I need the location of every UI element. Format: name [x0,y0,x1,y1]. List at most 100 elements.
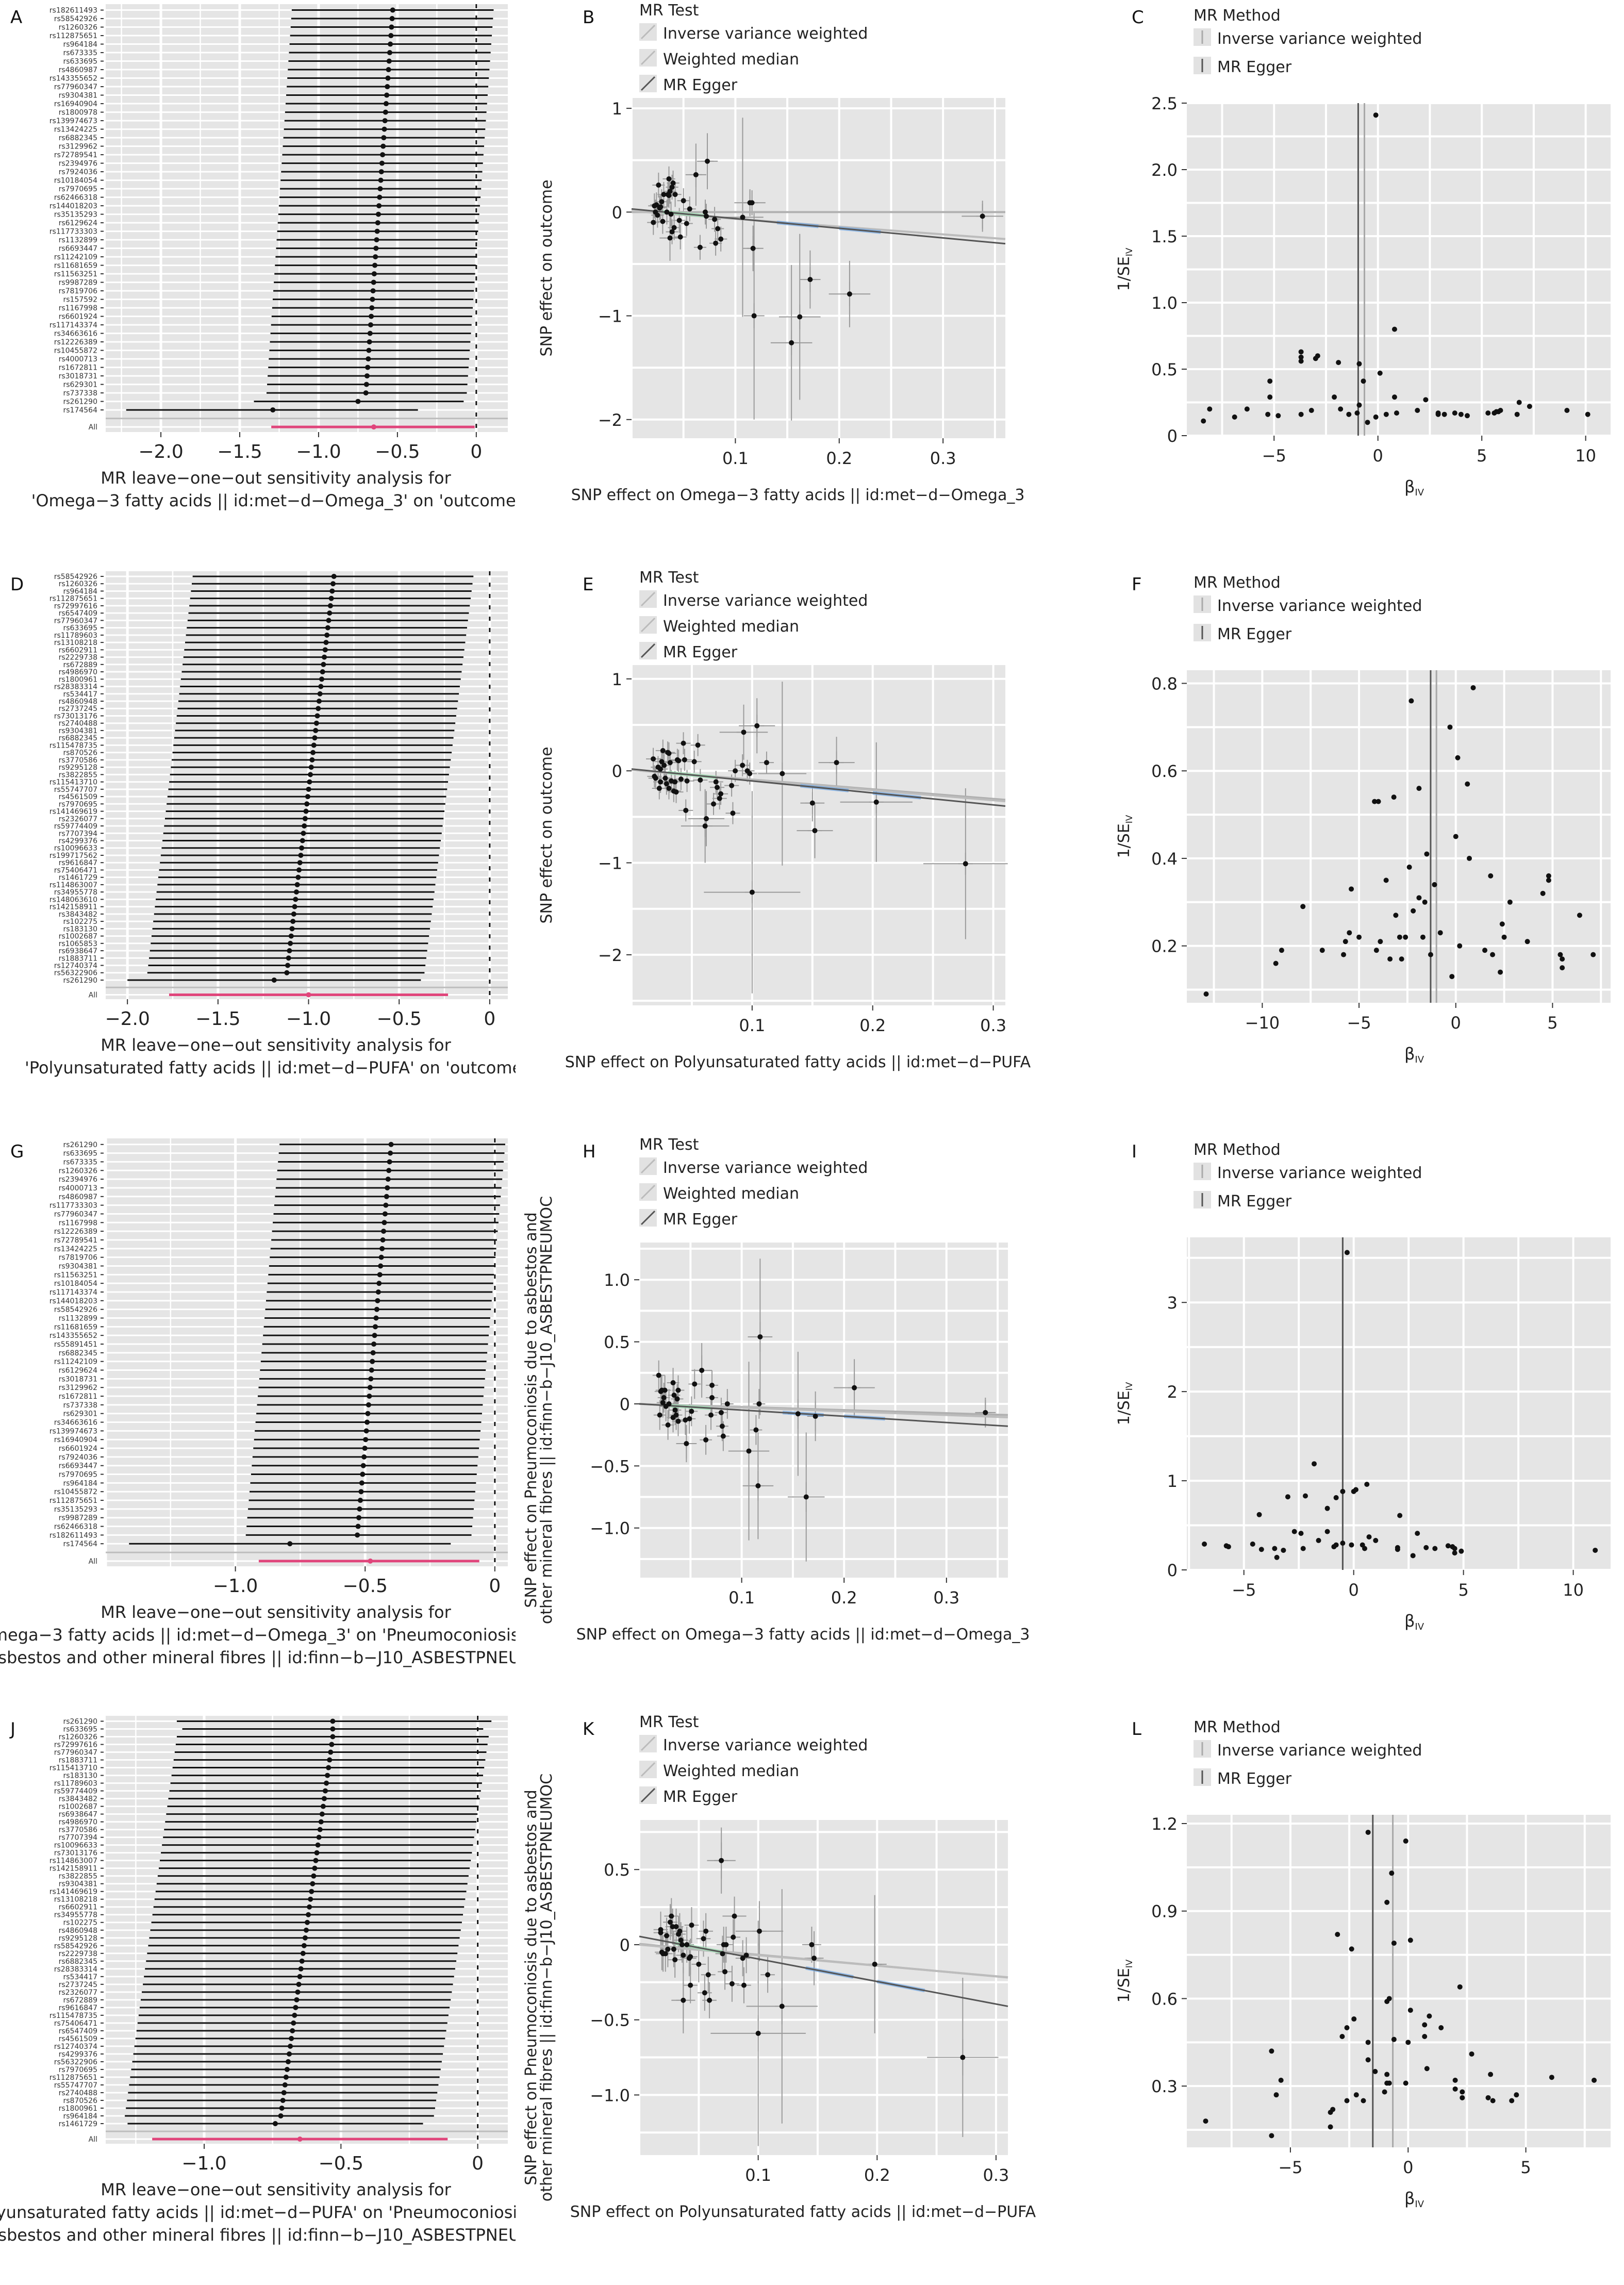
x-tick-label: −2.0 [105,1008,150,1030]
snp-point [655,212,660,218]
snp-label: rs1260326 [59,580,97,588]
snp-point [656,786,662,791]
x-axis-title: MR leave−one−out sensitivity analysis fo… [101,1602,451,1622]
snp-label: rs9295128 [59,1934,97,1943]
snp-point [709,1395,715,1400]
snp-label: rs3129962 [59,1384,97,1392]
snp-point [718,791,724,797]
legend-key-line [640,1787,656,1803]
snp-label: rs10184054 [54,177,97,185]
estimate-point [303,808,309,814]
x-tick-label: −1.0 [181,2153,226,2174]
mr-egger-line [639,1403,1008,1427]
estimate-point [376,1281,382,1286]
snp-point [1324,1529,1330,1534]
snp-point [1464,413,1470,419]
y-tick-label: 0.6 [1151,761,1178,781]
snp-label: rs34663616 [54,1419,97,1427]
snp-point [653,775,658,781]
legend-label: MR Egger [663,1788,738,1806]
snp-label: rs13108218 [54,639,97,647]
estimate-point [292,904,297,909]
x-tick-label: −1.5 [217,441,262,462]
estimate-point [374,1306,379,1312]
snp-point [673,789,679,795]
snp-point [695,742,701,748]
plot-background [632,665,1005,1005]
all-estimate-point [371,424,376,430]
snp-point [730,810,736,816]
x-tick-label: 5 [1547,1013,1557,1033]
x-tick-label: 0.1 [745,2165,771,2185]
estimate-point [388,33,394,39]
legend-label: Inverse variance weighted [1217,1164,1422,1182]
y-tick-label: −1.0 [590,1519,630,1538]
snp-point [667,1919,673,1925]
snp-label: rs2737245 [59,705,97,713]
legend-label: Inverse variance weighted [1217,30,1422,48]
x-tick-label: 0.3 [930,449,956,468]
snp-point [677,234,683,240]
legend-label: Weighted median [663,51,799,69]
legend-label: MR Egger [1217,1193,1292,1211]
snp-point [1449,974,1455,980]
snp-point [1372,2068,1378,2074]
snp-label: rs58542926 [54,1942,97,1950]
snp-point [1269,2048,1274,2054]
snp-point [720,1433,726,1439]
snp-point [720,1951,725,1957]
y-tick-label: 1 [1167,1471,1178,1491]
snp-point [1422,899,1428,905]
estimate-point [355,1532,360,1538]
x-tick-label: 0 [1403,2158,1413,2177]
estimate-point [362,1446,368,1451]
snp-label: rs62466318 [54,1523,97,1531]
snp-label: rs141469619 [49,808,97,816]
snp-point [757,1334,763,1339]
snp-point [732,1913,737,1919]
snp-point [718,236,724,242]
x-tick-label: −1.5 [195,1008,240,1030]
snp-point [1490,952,1496,957]
estimate-point [315,1842,321,1848]
snp-label: rs2394976 [59,1175,97,1184]
snp-point [712,217,718,222]
x-tick-label: −10 [1245,1013,1280,1033]
x-axis-title: asbestos and other mineral fibres || id:… [0,1648,516,1667]
snp-label: rs633695 [63,58,98,66]
x-tick-label: 10 [1563,1580,1584,1600]
snp-point [1585,411,1590,417]
estimate-point [382,126,387,132]
snp-point [666,751,672,756]
snp-point [693,172,699,177]
snp-point [1298,411,1304,417]
snp-label: rs10455872 [54,1488,97,1496]
panel-svg-I: I MR Method Inverse variance weighted MR Eg… [1115,1141,1611,1632]
snp-label: rs73013176 [54,1849,97,1858]
snp-label: rs6693447 [59,1462,97,1470]
snp-label: rs3770586 [59,1826,97,1834]
x-tick-label: 0.3 [983,2165,1009,2185]
snp-point [723,1942,729,1947]
snp-point [715,226,721,231]
snp-point [1354,410,1360,416]
snp-point [797,314,803,320]
snp-point [1540,890,1546,896]
panel-E: E MR Test Inverse variance weighted Weighte… [516,567,1108,1145]
estimate-point [298,1966,304,1972]
estimate-point [295,874,301,880]
panel-B: B MR Test Inverse variance weighted Weighte… [516,0,1108,567]
snp-point [674,1396,680,1402]
snp-point [1378,939,1383,945]
estimate-point [285,963,291,968]
snp-point [702,1990,707,1996]
x-axis-title: MR leave−one−out sensitivity analysis fo… [101,1035,451,1055]
panel-letter: G [10,1141,24,1162]
snp-point [750,245,756,251]
snp-point [746,1448,752,1454]
snp-label: rs13424225 [54,1245,97,1253]
snp-point [1201,418,1206,424]
estimate-point [330,1718,336,1724]
